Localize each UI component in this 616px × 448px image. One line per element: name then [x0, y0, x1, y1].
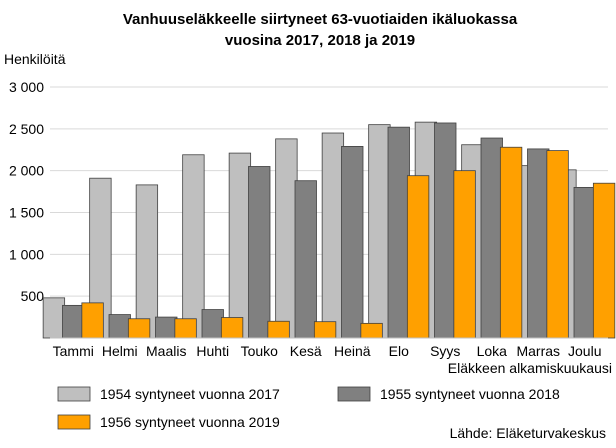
legend-swatch — [57, 386, 91, 402]
bar-tammi-series-3 — [81, 302, 104, 339]
x-tick-label: Heinä — [334, 343, 371, 359]
bar-maalis-series-2 — [155, 316, 178, 339]
x-tick-label: Loka — [477, 343, 508, 359]
legend-label: 1954 syntyneet vuonna 2017 — [100, 386, 280, 402]
bar-syys-series-2 — [434, 122, 457, 339]
y-tick-label: 500 — [21, 288, 45, 304]
bars — [42, 121, 616, 339]
x-tick-label: Kesä — [290, 343, 322, 359]
bar-maalis-series-1 — [135, 184, 159, 339]
x-tick-label: Elo — [389, 343, 409, 359]
chart-title-line: vuosina 2017, 2018 ja 2019 — [225, 32, 415, 49]
bar-loka-series-2 — [480, 137, 503, 339]
bar-helmi-series-2 — [108, 314, 131, 339]
x-tick-label: Joulu — [568, 343, 601, 359]
y-tick-label: 2 500 — [9, 121, 44, 137]
bar-syys-series-3 — [453, 170, 476, 339]
x-axis-ticks: Tammi Helmi Maalis Huhti Touko Kesä Heinä Elo Sy… — [53, 343, 602, 359]
legend: 1954 syntyneet vuonna 2017 1955 syntyneet… — [57, 386, 560, 430]
y-tick-label: 2 000 — [9, 163, 44, 179]
chart-title: Vanhuuseläkkeelle siirtyneet 63-vuotiaid… — [123, 11, 518, 49]
bar-elo-series-3 — [406, 175, 430, 339]
bar-elo-series-2 — [387, 126, 410, 339]
x-tick-label: Tammi — [53, 343, 94, 359]
bar-helmi-series-3 — [127, 318, 151, 339]
bar-joulu-series-3 — [592, 182, 616, 339]
x-tick-label: Syys — [430, 343, 460, 359]
bar-huhti-series-3 — [220, 317, 244, 339]
bar-marras-series-2 — [527, 148, 550, 339]
bar-touko-series-2 — [248, 166, 271, 339]
y-tick-label: 1 500 — [9, 205, 44, 221]
bar-heinä-series-3 — [360, 322, 383, 339]
bar-touko-series-3 — [267, 320, 290, 339]
bar-heinä-series-2 — [341, 146, 364, 339]
x-axis-label: Eläkkeen alkamiskuukausi — [448, 360, 612, 376]
bar-huhti-series-2 — [201, 309, 224, 339]
x-tick-label: Marras — [516, 343, 560, 359]
y-tick-label: 1 000 — [9, 246, 44, 262]
bar-kesä-series-1 — [275, 138, 298, 339]
bar-kesä-series-2 — [294, 180, 317, 339]
legend-label: 1955 syntyneet vuonna 2018 — [380, 386, 560, 402]
x-tick-label: Touko — [241, 343, 279, 359]
chart-title-line: Vanhuuseläkkeelle siirtyneet 63-vuotiaid… — [123, 11, 518, 28]
legend-label: 1956 syntyneet vuonna 2019 — [100, 414, 280, 430]
legend-swatch — [57, 414, 91, 430]
x-tick-label: Huhti — [196, 343, 229, 359]
bar-elo-series-1 — [368, 124, 391, 339]
bar-marras-series-3 — [546, 150, 569, 339]
bar-joulu-series-2 — [573, 186, 596, 339]
bar-tammi-series-2 — [62, 304, 85, 339]
x-tick-label: Maalis — [146, 343, 186, 359]
bar-kesä-series-3 — [313, 321, 337, 339]
y-axis-ticks: 500 1 000 1 500 2 000 2 500 3 000 — [9, 79, 44, 304]
bar-touko-series-1 — [228, 152, 252, 339]
x-tick-label: Helmi — [102, 343, 138, 359]
bar-heinä-series-1 — [321, 132, 345, 339]
bar-huhti-series-1 — [182, 154, 205, 339]
bar-loka-series-3 — [499, 146, 523, 339]
bar-tammi-series-1 — [42, 297, 66, 339]
source-note: Lähde: Eläketurvakeskus — [450, 425, 606, 441]
legend-swatch — [337, 386, 371, 402]
y-tick-label: 3 000 — [9, 79, 44, 95]
bar-maalis-series-3 — [174, 318, 197, 339]
y-axis-label: Henkilöitä — [4, 51, 66, 67]
